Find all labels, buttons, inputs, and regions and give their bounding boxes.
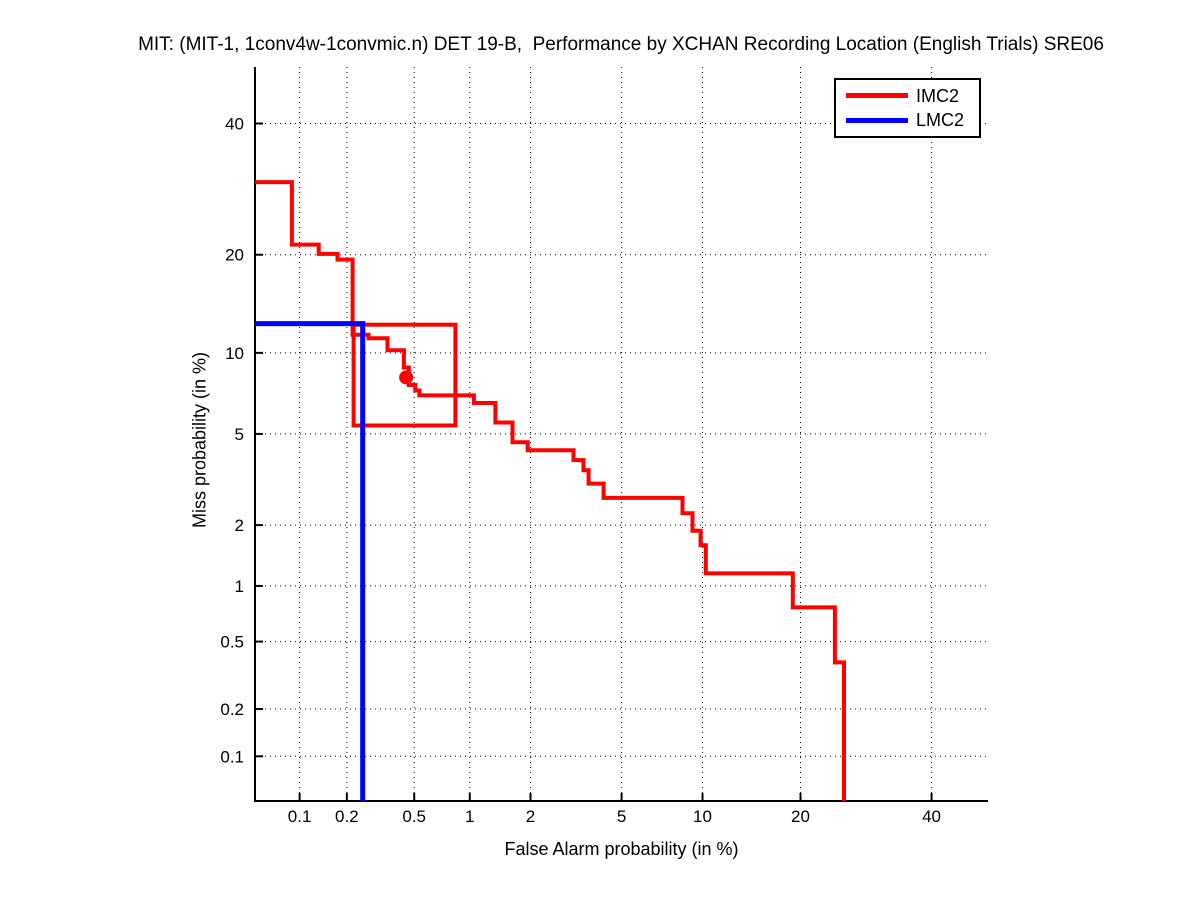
legend-entry-imc2: IMC2 (836, 87, 979, 105)
y-tick-label: 20 (225, 246, 244, 265)
x-tick-label: 20 (791, 807, 810, 826)
x-tick-label: 0.2 (335, 807, 359, 826)
x-tick-label: 0.5 (402, 807, 426, 826)
det-curve-lmc2 (255, 321, 366, 801)
det-curve-imc2 (255, 180, 846, 801)
y-tick-label: 0.2 (220, 700, 244, 719)
legend-entry-lmc2: LMC2 (836, 111, 979, 129)
y-tick-label: 5 (235, 425, 244, 444)
legend-label-imc2: IMC2 (916, 85, 960, 106)
x-axis-label: False Alarm probability (in %) (504, 839, 739, 859)
y-tick-label: 40 (225, 115, 244, 134)
y-tick-label: 0.1 (220, 747, 244, 766)
x-tick-label: 2 (526, 807, 535, 826)
x-tick-label: 40 (922, 807, 941, 826)
y-tick-label: 0.5 (220, 633, 244, 652)
y-tick-label: 1 (235, 577, 244, 596)
legend-swatch-lmc2 (846, 117, 908, 123)
error-box-annotation (351, 322, 458, 428)
legend-label-lmc2: LMC2 (916, 110, 965, 131)
x-tick-label: 0.1 (288, 807, 312, 826)
legend-swatch-imc2 (846, 93, 908, 99)
legend: IMC2 LMC2 (834, 78, 981, 138)
chart-title: MIT: (MIT-1, 1conv4w-1convmic.n) DET 19-… (138, 34, 1104, 55)
y-tick-label: 10 (225, 344, 244, 363)
y-tick-label: 2 (235, 516, 244, 535)
operating-point-marker (399, 370, 414, 385)
x-tick-label: 5 (617, 807, 626, 826)
x-tick-label: 1 (465, 807, 474, 826)
x-tick-label: 10 (693, 807, 712, 826)
